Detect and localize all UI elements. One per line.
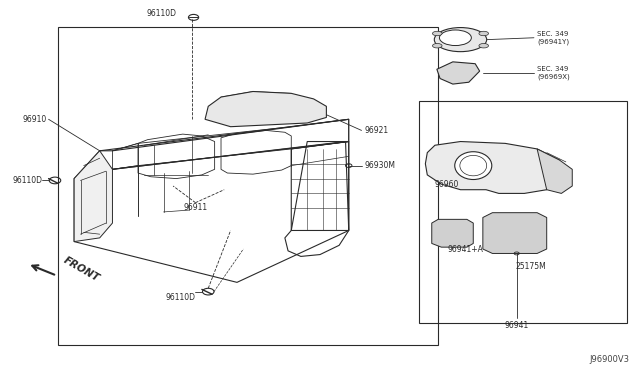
Text: 96110D: 96110D (147, 9, 176, 18)
Text: 96910: 96910 (22, 115, 47, 124)
Ellipse shape (455, 152, 492, 180)
Text: 96930M: 96930M (365, 161, 396, 170)
Polygon shape (74, 151, 113, 241)
Polygon shape (205, 92, 326, 127)
Ellipse shape (479, 31, 488, 36)
Text: 25175M: 25175M (515, 262, 546, 271)
Polygon shape (483, 213, 547, 253)
Bar (419, 101, 627, 323)
Text: SEC. 349
(96969X): SEC. 349 (96969X) (537, 66, 570, 80)
Text: 96911: 96911 (184, 203, 207, 212)
Ellipse shape (435, 28, 486, 52)
Text: FRONT: FRONT (61, 255, 100, 283)
Polygon shape (426, 141, 563, 193)
Polygon shape (537, 149, 572, 193)
Text: 96960: 96960 (435, 180, 460, 189)
Text: 96921: 96921 (365, 126, 389, 135)
Bar (58, 27, 438, 345)
Ellipse shape (479, 44, 488, 48)
Ellipse shape (440, 30, 471, 45)
Text: SEC. 349
(96941Y): SEC. 349 (96941Y) (537, 31, 569, 45)
Ellipse shape (433, 31, 442, 36)
Text: 96941+A: 96941+A (448, 245, 484, 254)
Polygon shape (437, 62, 479, 84)
Text: 96110D: 96110D (166, 293, 195, 302)
Text: J96900V3: J96900V3 (589, 355, 630, 364)
Text: 96110D: 96110D (12, 176, 42, 185)
Polygon shape (432, 219, 473, 247)
Text: 96941: 96941 (504, 321, 529, 330)
Ellipse shape (433, 44, 442, 48)
